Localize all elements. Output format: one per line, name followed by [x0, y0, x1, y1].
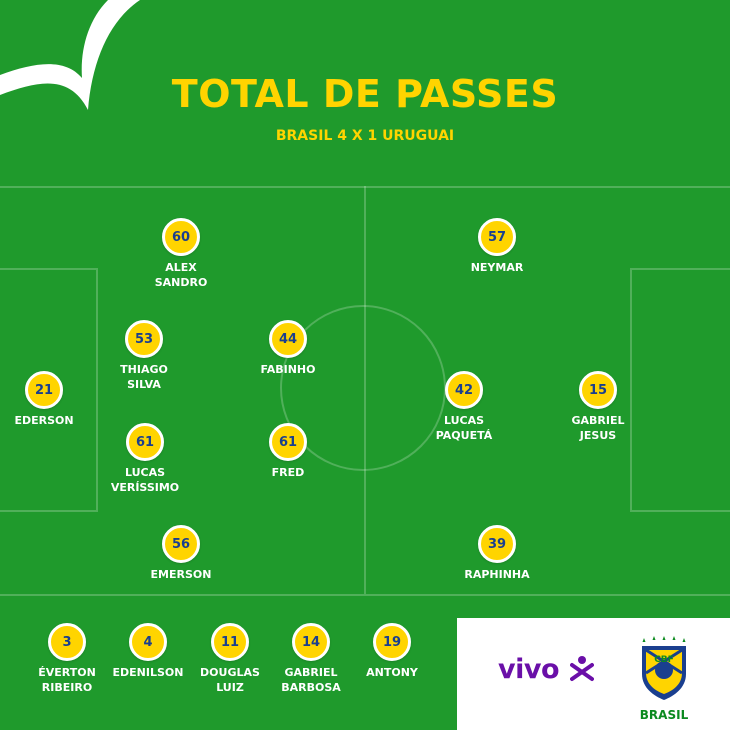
cbf-text: CBF: [654, 655, 674, 665]
match-subtitle: BRASIL 4 X 1 URUGUAI: [275, 128, 455, 144]
player-name: ALEX SANDRO: [154, 261, 208, 289]
player-alex-sandro: 60 ALEX SANDRO: [121, 218, 241, 290]
player-name: DOUGLAS LUIZ: [200, 666, 260, 694]
pass-count-badge: 15: [579, 371, 617, 409]
pass-count-badge: 44: [269, 320, 307, 358]
sub-douglas-luiz: 11 DOUGLAS LUIZ: [170, 623, 290, 695]
pass-count-badge: 21: [25, 371, 63, 409]
player-neymar: 57 NEYMAR: [437, 218, 557, 275]
player-name: THIAGO SILVA: [120, 363, 168, 391]
pass-count-badge: 57: [478, 218, 516, 256]
player-name: EDERSON: [14, 414, 74, 427]
pitch-bottom-line: [0, 594, 730, 596]
pass-count-badge: 3: [48, 623, 86, 661]
decorative-swoosh: [0, 0, 140, 110]
sub-everton-ribeiro: 3 ÉVERTON RIBEIRO: [7, 623, 127, 695]
pass-count-badge: 19: [373, 623, 411, 661]
player-thiago-silva: 53 THIAGO SILVA: [84, 320, 204, 392]
player-fred: 61 FRED: [228, 423, 348, 480]
pass-count-badge: 39: [478, 525, 516, 563]
player-fabinho: 44 FABINHO: [228, 320, 348, 377]
vivo-logo: vivo: [498, 654, 594, 685]
sub-gabriel-barbosa: 14 GABRIEL BARBOSA: [251, 623, 371, 695]
player-name: LUCAS PAQUETÁ: [435, 414, 493, 442]
player-name: EDENILSON: [112, 666, 184, 679]
player-ederson: 21 EDERSON: [0, 371, 104, 428]
pass-count-badge: 56: [162, 525, 200, 563]
player-raphinha: 39 RAPHINHA: [437, 525, 557, 582]
player-lucas-verissimo: 61 LUCAS VERÍSSIMO: [85, 423, 205, 495]
player-emerson: 56 EMERSON: [121, 525, 241, 582]
right-penalty-box: [630, 268, 730, 512]
vivo-figure-icon: [569, 656, 594, 681]
player-name: LUCAS VERÍSSIMO: [110, 466, 180, 494]
brasil-wordmark: BRASIL: [639, 708, 689, 722]
page-title: TOTAL DE PASSES: [171, 72, 559, 116]
left-penalty-box: [0, 268, 98, 512]
player-name: NEYMAR: [470, 261, 524, 274]
player-name: EMERSON: [150, 568, 212, 581]
cbf-shield-icon: CBF: [642, 636, 686, 700]
pass-count-badge: 61: [126, 423, 164, 461]
vivo-wordmark: vivo: [498, 654, 560, 685]
pass-count-badge: 42: [445, 371, 483, 409]
player-gabriel-jesus: 15 GABRIEL JESUS: [538, 371, 658, 443]
sub-antony: 19 ANTONY: [332, 623, 452, 680]
player-name: ÉVERTON RIBEIRO: [38, 666, 96, 694]
pass-count-badge: 11: [211, 623, 249, 661]
player-lucas-paqueta: 42 LUCAS PAQUETÁ: [404, 371, 524, 443]
player-name: ANTONY: [366, 666, 418, 679]
pass-count-badge: 14: [292, 623, 330, 661]
player-name: GABRIEL JESUS: [571, 414, 625, 442]
player-name: GABRIEL BARBOSA: [281, 666, 341, 694]
pitch-top-line: [0, 186, 730, 188]
pass-count-badge: 60: [162, 218, 200, 256]
pass-count-badge: 4: [129, 623, 167, 661]
cbf-crest: CBF BRASIL: [636, 636, 692, 722]
sub-edenilson: 4 EDENILSON: [88, 623, 208, 680]
pass-count-badge: 53: [125, 320, 163, 358]
player-name: FABINHO: [260, 363, 316, 376]
player-name: FRED: [271, 466, 305, 479]
pass-count-badge: 61: [269, 423, 307, 461]
player-name: RAPHINHA: [464, 568, 530, 581]
